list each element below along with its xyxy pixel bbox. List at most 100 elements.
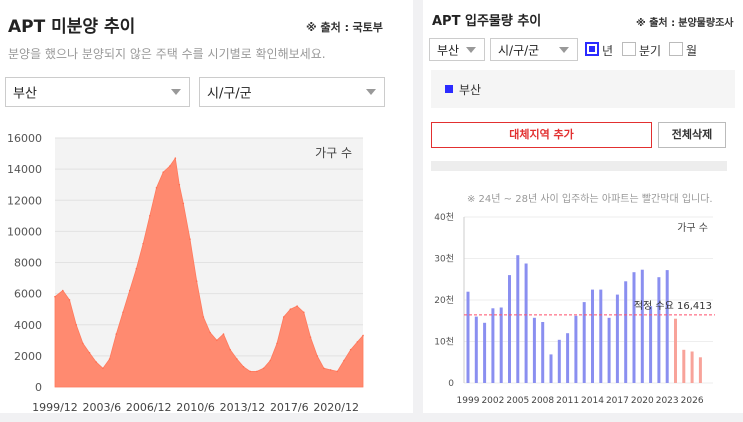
future-supply-bar (682, 349, 686, 383)
unsold-data-point (189, 238, 191, 240)
supply-district-select[interactable]: 시/구/군 (490, 38, 578, 61)
unsold-data-point (169, 165, 171, 167)
future-bar-note: ※ 24년 ~ 28년 사이 입주하는 아파트는 빨간막대 입니다. (467, 194, 713, 205)
supply-bar (582, 302, 586, 383)
x-tick-label: 2005 (506, 396, 529, 406)
unsold-data-point (95, 361, 97, 363)
unsold-data-point (356, 341, 359, 343)
supply-bar (483, 322, 487, 383)
unsold-data-point (202, 316, 205, 318)
chevron-down-icon (466, 46, 476, 53)
x-tick-label: 2017/6 (270, 401, 309, 413)
x-tick-label: 2020 (631, 396, 654, 406)
unsold-data-point (195, 280, 198, 282)
y-tick-label: 12000 (7, 194, 42, 207)
y-tick-label: 2000 (14, 350, 42, 363)
y-tick-label: 30천 (434, 254, 454, 265)
future-supply-bar (698, 357, 702, 383)
chevron-down-icon (171, 89, 181, 95)
unsold-data-point (362, 334, 364, 337)
reference-label: 적정 수요 16,413 (634, 300, 712, 312)
unsold-source: ※ 출처 : 국토부 (306, 19, 383, 35)
future-supply-bar (674, 318, 677, 383)
move-in-supply-panel: APT 입주물량 추이 ※ 출처 : 분양물량조사 부산 시/구/군 년 분기 … (423, 0, 743, 413)
supply-bar (541, 322, 545, 383)
unsold-data-point (75, 324, 77, 326)
legend-box: 부산 (431, 70, 735, 108)
x-tick-label: 2006/12 (126, 401, 172, 413)
supply-bar (557, 339, 561, 383)
y-unit-label: 가구 수 (315, 146, 352, 160)
delete-all-button[interactable]: 전체삭제 (658, 122, 726, 148)
supply-bar (615, 294, 619, 383)
x-tick-label: 2011 (556, 396, 579, 406)
supply-region-value: 부산 (437, 43, 460, 57)
unsold-data-point (102, 367, 104, 370)
unsold-data-point (262, 367, 265, 370)
unsold-data-point (68, 299, 71, 301)
unsold-data-point (343, 359, 345, 362)
divider-bar (431, 161, 727, 171)
x-tick-label: 2013/12 (220, 401, 266, 413)
supply-bar (649, 306, 653, 383)
supply-bar (499, 307, 503, 383)
y-tick-label: 0 (448, 379, 454, 389)
supply-bar (566, 333, 570, 383)
unsold-data-point (282, 316, 285, 318)
unsold-subtitle: 분양을 했으나 분양되지 않은 주택 수를 시기별로 확인해보세요. (8, 47, 326, 61)
period-month-checkbox[interactable] (669, 42, 683, 56)
x-tick-label: 2003/6 (82, 401, 121, 413)
unsold-data-point (229, 348, 231, 351)
unsold-data-point (242, 366, 245, 368)
unsold-region-value: 부산 (13, 86, 37, 102)
unsold-data-point (108, 358, 111, 360)
supply-bar (632, 272, 636, 383)
supply-bar (640, 269, 644, 383)
supply-bar (532, 317, 536, 383)
unsold-region-select[interactable]: 부산 (5, 77, 190, 107)
supply-bar (657, 277, 661, 383)
unsold-district-value: 시/구/군 (207, 86, 252, 102)
unsold-area-chart: 0 2000 4000 6000 8000 10000 12000 14000 16000 가구 … (7, 132, 364, 413)
unsold-data-point (222, 333, 225, 335)
add-region-button[interactable]: 대체지역 추가 (431, 122, 652, 148)
unsold-source-name: 국토부 (352, 21, 383, 34)
period-year-checkbox[interactable] (585, 42, 599, 56)
unsold-data-point (276, 342, 278, 345)
y-tick-label: 20천 (434, 295, 454, 306)
y-tick-label: 10천 (434, 337, 454, 348)
legend-label: 부산 (459, 83, 482, 97)
supply-panel-title: APT 입주물량 추이 (432, 14, 542, 29)
unsold-data-point (128, 289, 131, 292)
y-tick-label: 4000 (14, 319, 42, 332)
unsold-data-point (142, 243, 144, 245)
y-tick-label: 16000 (7, 132, 42, 145)
period-quarter-checkbox[interactable] (622, 42, 636, 56)
y-unit-label: 가구 수 (677, 222, 708, 234)
unsold-data-point (88, 352, 91, 354)
period-month-label: 월 (686, 44, 698, 58)
unsold-data-point (296, 305, 298, 307)
unsold-data-point (174, 157, 177, 159)
y-tick-label: 14000 (7, 163, 42, 176)
supply-bar (591, 289, 594, 383)
unsold-data-point (155, 187, 158, 189)
x-tick-label: 2014 (581, 396, 604, 406)
supply-bar (665, 270, 669, 383)
unsold-panel-title: APT 미분양 추이 (8, 17, 136, 37)
supply-source-prefix: ※ 출처 : (636, 18, 676, 29)
unsold-data-point (336, 370, 339, 373)
unsold-district-select[interactable]: 시/구/군 (199, 77, 385, 107)
unsold-data-point (329, 369, 332, 371)
supply-region-select[interactable]: 부산 (429, 38, 485, 61)
unsold-data-point (178, 183, 181, 186)
supply-bar (524, 263, 528, 383)
x-tick-label: 2020/12 (313, 401, 359, 413)
future-supply-bar (690, 351, 694, 383)
supply-bar (474, 316, 478, 383)
unsold-data-point (316, 355, 319, 357)
unsold-data-point (182, 202, 185, 205)
unsold-data-point (349, 348, 352, 351)
supply-bar (466, 291, 470, 383)
